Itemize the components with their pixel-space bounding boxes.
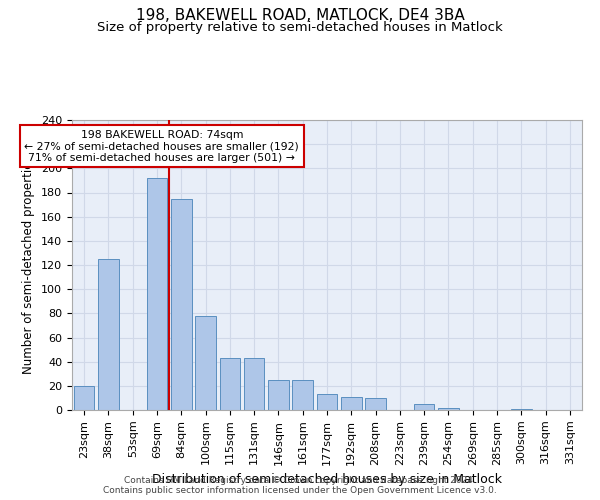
Y-axis label: Number of semi-detached properties: Number of semi-detached properties xyxy=(22,156,35,374)
Bar xyxy=(146,178,167,410)
Text: 198 BAKEWELL ROAD: 74sqm
← 27% of semi-detached houses are smaller (192)
71% of : 198 BAKEWELL ROAD: 74sqm ← 27% of semi-d… xyxy=(25,130,299,163)
Bar xyxy=(438,408,459,410)
Bar xyxy=(317,394,337,410)
Bar xyxy=(268,380,289,410)
Bar xyxy=(98,259,119,410)
Bar xyxy=(244,358,265,410)
Bar xyxy=(414,404,434,410)
Bar xyxy=(292,380,313,410)
Bar xyxy=(511,409,532,410)
Text: Contains HM Land Registry data © Crown copyright and database right 2024.
Contai: Contains HM Land Registry data © Crown c… xyxy=(103,476,497,495)
Bar xyxy=(195,316,216,410)
X-axis label: Distribution of semi-detached houses by size in Matlock: Distribution of semi-detached houses by … xyxy=(152,473,502,486)
Text: 198, BAKEWELL ROAD, MATLOCK, DE4 3BA: 198, BAKEWELL ROAD, MATLOCK, DE4 3BA xyxy=(136,8,464,22)
Bar xyxy=(365,398,386,410)
Text: Size of property relative to semi-detached houses in Matlock: Size of property relative to semi-detach… xyxy=(97,21,503,34)
Bar xyxy=(171,198,191,410)
Bar xyxy=(341,396,362,410)
Bar xyxy=(74,386,94,410)
Bar xyxy=(220,358,240,410)
